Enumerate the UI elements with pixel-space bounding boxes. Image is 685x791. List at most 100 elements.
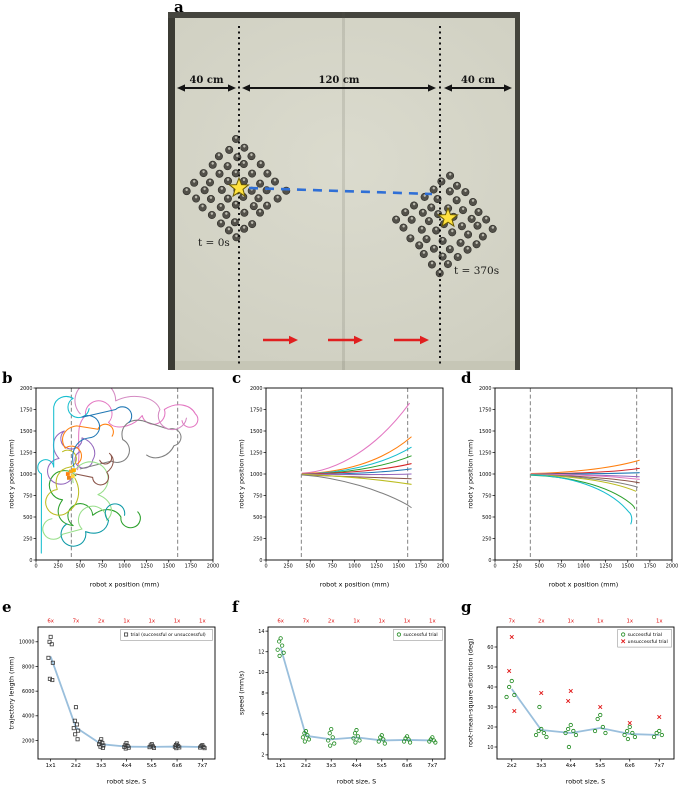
svg-text:4x4: 4x4 — [121, 763, 132, 769]
svg-text:2000: 2000 — [479, 386, 491, 392]
svg-text:500: 500 — [23, 515, 32, 521]
svg-text:3x3: 3x3 — [536, 763, 546, 769]
svg-text:8000: 8000 — [22, 664, 34, 670]
svg-text:1750: 1750 — [415, 564, 427, 570]
svg-text:3x3: 3x3 — [326, 763, 336, 769]
svg-text:1x: 1x — [656, 619, 663, 625]
svg-text:1750: 1750 — [644, 564, 656, 570]
svg-text:2000: 2000 — [22, 738, 34, 744]
svg-text:1000: 1000 — [118, 564, 130, 570]
svg-text:4x4: 4x4 — [351, 763, 362, 769]
svg-text:2x2: 2x2 — [507, 763, 517, 769]
svg-text:10: 10 — [487, 745, 493, 751]
svg-text:750: 750 — [482, 493, 491, 499]
svg-text:1750: 1750 — [185, 564, 197, 570]
svg-text:500: 500 — [482, 515, 491, 521]
svg-text:robot size, S: robot size, S — [107, 778, 146, 786]
svg-text:1750: 1750 — [20, 407, 32, 413]
svg-text:1000: 1000 — [348, 564, 360, 570]
svg-text:speed (mm/s): speed (mm/s) — [238, 671, 246, 715]
svg-text:5x5: 5x5 — [147, 763, 157, 769]
plot-rms-distortion: 7x 2x 1x 1x 1x 1x successful trial unsuccessful… — [465, 612, 680, 791]
svg-text:t = 0s: t = 0s — [198, 237, 230, 249]
svg-text:1500: 1500 — [20, 429, 32, 435]
svg-text:2x2: 2x2 — [71, 763, 81, 769]
plot-speed: 6x 7x 2x 1x 1x 1x 1x successful trial 1x1 2x2 3x3 4… — [236, 612, 451, 791]
svg-text:4x4: 4x4 — [566, 763, 577, 769]
plot-robot-trajectories-tight: 0 250 500 750 1000 1250 1500 1750 2000 0 250 500 750… — [465, 378, 680, 594]
svg-text:750: 750 — [253, 493, 262, 499]
svg-text:robot y position (mm): robot y position (mm) — [238, 439, 246, 509]
plot-trajectory-length: 6x 7x 2x 1x 1x 1x 1x trial (successful or unsuc… — [6, 612, 221, 791]
svg-text:1x: 1x — [199, 619, 206, 625]
svg-text:750: 750 — [98, 564, 107, 570]
svg-text:trial (successful or unsuccess: trial (successful or unsuccessful) — [131, 632, 206, 638]
svg-text:250: 250 — [482, 536, 491, 542]
svg-text:750: 750 — [328, 564, 337, 570]
svg-text:robot y position (mm): robot y position (mm) — [467, 439, 475, 509]
svg-text:robot y position (mm): robot y position (mm) — [8, 439, 16, 509]
svg-text:2000: 2000 — [437, 564, 449, 570]
svg-text:20: 20 — [487, 725, 493, 731]
svg-text:500: 500 — [306, 564, 315, 570]
photo-annotations: 40 cm 120 cm 40 cm t = 0s t = 370s — [177, 26, 512, 366]
svg-text:40: 40 — [487, 685, 493, 691]
svg-text:7x7: 7x7 — [427, 763, 437, 769]
svg-text:5x5: 5x5 — [377, 763, 387, 769]
svg-text:2000: 2000 — [250, 386, 262, 392]
svg-text:1250: 1250 — [370, 564, 382, 570]
svg-text:1x: 1x — [378, 619, 385, 625]
svg-text:robot size, S: robot size, S — [337, 778, 376, 786]
svg-text:1500: 1500 — [622, 564, 634, 570]
svg-text:1x: 1x — [429, 619, 436, 625]
svg-text:0: 0 — [34, 564, 37, 570]
panel-label-a: a — [174, 0, 184, 16]
svg-text:1750: 1750 — [479, 407, 491, 413]
svg-text:250: 250 — [23, 536, 32, 542]
svg-text:2000: 2000 — [20, 386, 32, 392]
svg-text:40 cm: 40 cm — [189, 75, 223, 86]
svg-text:40 cm: 40 cm — [461, 75, 495, 86]
experiment-photo: 40 cm 120 cm 40 cm t = 0s t = 370s — [168, 12, 520, 370]
svg-text:successful trial: successful trial — [403, 632, 437, 638]
svg-text:1000: 1000 — [479, 472, 491, 478]
svg-text:0: 0 — [493, 564, 496, 570]
svg-text:500: 500 — [535, 564, 544, 570]
svg-text:10: 10 — [258, 670, 264, 676]
svg-text:2x: 2x — [328, 619, 335, 625]
svg-text:60: 60 — [487, 645, 493, 651]
svg-text:30: 30 — [487, 705, 493, 711]
svg-text:1x: 1x — [597, 619, 604, 625]
svg-text:250: 250 — [53, 564, 62, 570]
panel-label-d: d — [461, 369, 472, 387]
svg-text:6: 6 — [261, 711, 264, 717]
svg-text:0: 0 — [259, 558, 262, 564]
svg-text:7x: 7x — [73, 619, 80, 625]
svg-text:1x: 1x — [353, 619, 360, 625]
svg-text:750: 750 — [23, 493, 32, 499]
svg-text:1250: 1250 — [250, 450, 262, 456]
svg-text:250: 250 — [253, 536, 262, 542]
svg-text:10000: 10000 — [19, 640, 35, 646]
svg-text:3x3: 3x3 — [96, 763, 106, 769]
plot-robot-trajectories-mid: 0 250 500 750 1000 1250 1500 1750 2000 0 250 500 750… — [236, 378, 451, 594]
svg-text:t = 370s: t = 370s — [454, 265, 499, 277]
svg-text:12: 12 — [258, 650, 264, 656]
panel-label-f: f — [232, 598, 239, 616]
svg-text:1250: 1250 — [599, 564, 611, 570]
svg-text:6000: 6000 — [22, 689, 34, 695]
svg-text:1000: 1000 — [250, 472, 262, 478]
svg-text:120 cm: 120 cm — [318, 75, 359, 86]
svg-text:1x: 1x — [174, 619, 181, 625]
svg-text:unsuccessful trial: unsuccessful trial — [628, 639, 668, 645]
svg-text:7x: 7x — [303, 619, 310, 625]
svg-text:500: 500 — [253, 515, 262, 521]
svg-text:6x: 6x — [277, 619, 284, 625]
svg-text:250: 250 — [283, 564, 292, 570]
svg-text:0: 0 — [264, 564, 267, 570]
svg-text:1x: 1x — [626, 619, 633, 625]
svg-text:6x6: 6x6 — [625, 763, 636, 769]
svg-text:4000: 4000 — [22, 714, 34, 720]
svg-text:robot x position (mm): robot x position (mm) — [320, 581, 390, 589]
